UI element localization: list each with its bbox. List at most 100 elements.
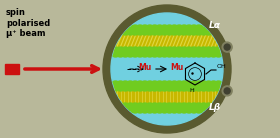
Circle shape	[140, 103, 150, 113]
Circle shape	[130, 81, 140, 91]
Circle shape	[140, 47, 150, 57]
Circle shape	[115, 25, 125, 35]
Circle shape	[103, 5, 231, 133]
Circle shape	[150, 81, 160, 91]
Circle shape	[150, 103, 160, 113]
Bar	[195, 87, 197, 107]
Bar	[216, 87, 218, 107]
Bar	[160, 87, 162, 107]
Circle shape	[164, 25, 174, 35]
Circle shape	[115, 47, 125, 57]
Circle shape	[204, 47, 214, 57]
Bar	[5, 64, 19, 74]
Circle shape	[120, 81, 130, 91]
Circle shape	[184, 25, 194, 35]
Circle shape	[145, 25, 155, 35]
Circle shape	[111, 13, 223, 125]
Circle shape	[184, 81, 194, 91]
Circle shape	[209, 103, 219, 113]
Circle shape	[155, 103, 165, 113]
Text: Mu: Mu	[170, 63, 184, 71]
Circle shape	[160, 81, 170, 91]
Bar	[213, 87, 214, 107]
Circle shape	[169, 25, 179, 35]
Bar	[167, 87, 169, 107]
Bar	[118, 87, 120, 107]
Circle shape	[189, 47, 199, 57]
Circle shape	[111, 47, 120, 57]
Text: Mu: Mu	[138, 63, 152, 71]
Circle shape	[130, 103, 140, 113]
Circle shape	[174, 47, 184, 57]
Circle shape	[224, 44, 230, 50]
Bar	[206, 87, 207, 107]
Bar	[181, 87, 183, 107]
Circle shape	[115, 81, 125, 91]
Bar	[178, 87, 179, 107]
Circle shape	[204, 25, 214, 35]
Circle shape	[135, 103, 145, 113]
Circle shape	[120, 47, 130, 57]
Circle shape	[169, 47, 179, 57]
Circle shape	[135, 47, 145, 57]
Text: Lα: Lα	[209, 22, 221, 30]
Bar	[192, 87, 193, 107]
Circle shape	[125, 103, 135, 113]
Bar	[132, 87, 134, 107]
Circle shape	[145, 47, 155, 57]
Circle shape	[164, 103, 174, 113]
Circle shape	[155, 81, 165, 91]
Bar	[174, 87, 176, 107]
Circle shape	[174, 81, 184, 91]
Circle shape	[209, 47, 219, 57]
Circle shape	[111, 103, 120, 113]
Bar	[202, 87, 204, 107]
Circle shape	[194, 81, 204, 91]
Circle shape	[222, 42, 232, 52]
Circle shape	[179, 81, 189, 91]
Circle shape	[189, 81, 199, 91]
Bar	[164, 87, 165, 107]
Bar	[122, 87, 123, 107]
Bar	[185, 87, 186, 107]
Circle shape	[184, 47, 194, 57]
Text: OH: OH	[217, 64, 227, 69]
Circle shape	[140, 81, 150, 91]
Bar	[199, 87, 200, 107]
Circle shape	[145, 81, 155, 91]
Circle shape	[120, 25, 130, 35]
Circle shape	[150, 25, 160, 35]
Bar	[153, 87, 155, 107]
Circle shape	[214, 47, 223, 57]
Bar	[143, 87, 144, 107]
Circle shape	[164, 47, 174, 57]
Circle shape	[169, 81, 179, 91]
Circle shape	[125, 47, 135, 57]
Bar	[125, 87, 127, 107]
Text: spin
polarised
μ⁺ beam: spin polarised μ⁺ beam	[6, 8, 50, 39]
Circle shape	[140, 25, 150, 35]
Circle shape	[224, 88, 230, 94]
Circle shape	[160, 103, 170, 113]
Bar	[139, 87, 141, 107]
Bar	[129, 87, 130, 107]
Circle shape	[120, 103, 130, 113]
Circle shape	[115, 103, 125, 113]
Bar	[209, 87, 211, 107]
Circle shape	[169, 103, 179, 113]
Circle shape	[111, 81, 120, 91]
Circle shape	[179, 47, 189, 57]
Bar	[111, 87, 113, 107]
Bar	[146, 87, 148, 107]
Circle shape	[174, 25, 184, 35]
Circle shape	[204, 81, 214, 91]
Circle shape	[160, 47, 170, 57]
Bar	[157, 87, 158, 107]
Circle shape	[164, 81, 174, 91]
Circle shape	[214, 25, 223, 35]
Text: H: H	[190, 88, 194, 93]
Text: Lβ: Lβ	[209, 103, 221, 112]
Circle shape	[194, 103, 204, 113]
Circle shape	[194, 47, 204, 57]
Bar	[111, 87, 223, 107]
